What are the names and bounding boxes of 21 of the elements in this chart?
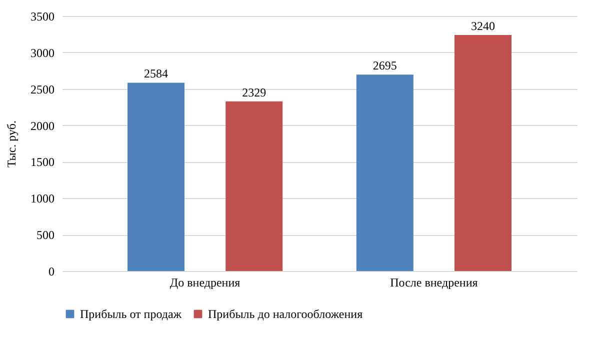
y-tick-label: 2500 bbox=[30, 82, 54, 96]
y-tick-label: 1000 bbox=[30, 192, 54, 206]
bar bbox=[128, 82, 185, 271]
y-tick-label: 3000 bbox=[30, 46, 54, 60]
legend-label: Прибыль от продаж bbox=[80, 307, 182, 321]
bar bbox=[356, 74, 414, 271]
data-label: 2695 bbox=[372, 58, 397, 73]
x-tick-label: До внедрения bbox=[170, 276, 241, 290]
y-tick-label: 500 bbox=[36, 228, 54, 242]
x-tick-label: После внедрения bbox=[390, 276, 478, 290]
data-label: 2584 bbox=[144, 66, 168, 81]
y-tick-label: 2000 bbox=[30, 118, 54, 133]
legend-label: Прибыль до налогообложения bbox=[208, 307, 364, 321]
data-label: 3240 bbox=[470, 18, 495, 33]
y-tick-label: 0 bbox=[48, 264, 54, 278]
y-tick-label: 1500 bbox=[30, 155, 54, 170]
bar bbox=[226, 101, 283, 271]
data-label: 2329 bbox=[242, 85, 266, 100]
bar bbox=[454, 34, 512, 271]
y-axis-title: Тыс. руб. bbox=[4, 120, 18, 168]
y-tick-label: 3500 bbox=[30, 10, 54, 24]
